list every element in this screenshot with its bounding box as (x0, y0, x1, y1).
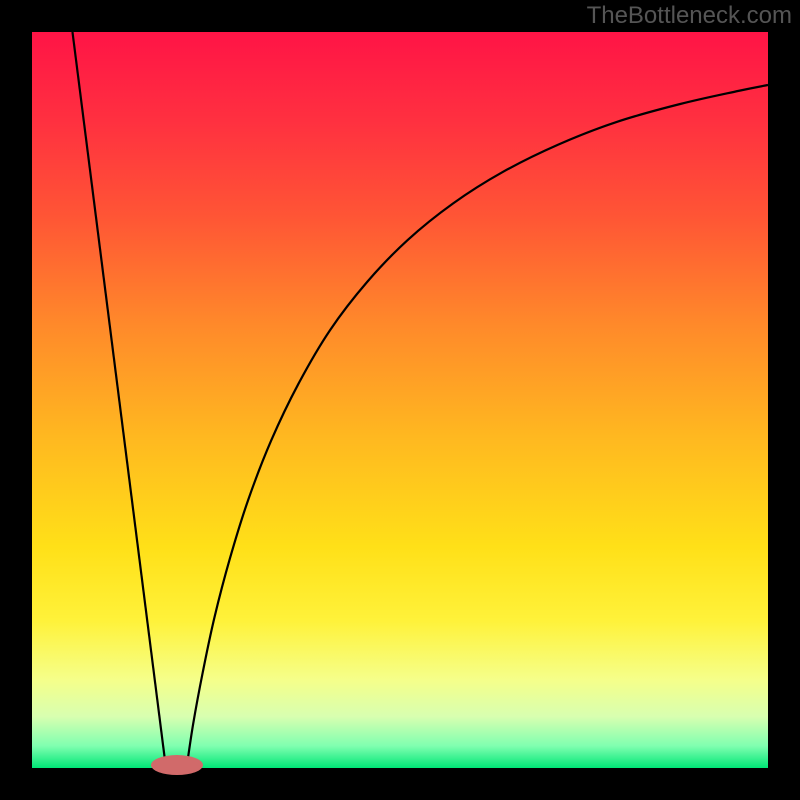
bottleneck-chart: TheBottleneck.com (0, 0, 800, 800)
chart-svg (0, 0, 800, 800)
bottleneck-marker (151, 755, 203, 775)
plot-area (32, 32, 768, 768)
